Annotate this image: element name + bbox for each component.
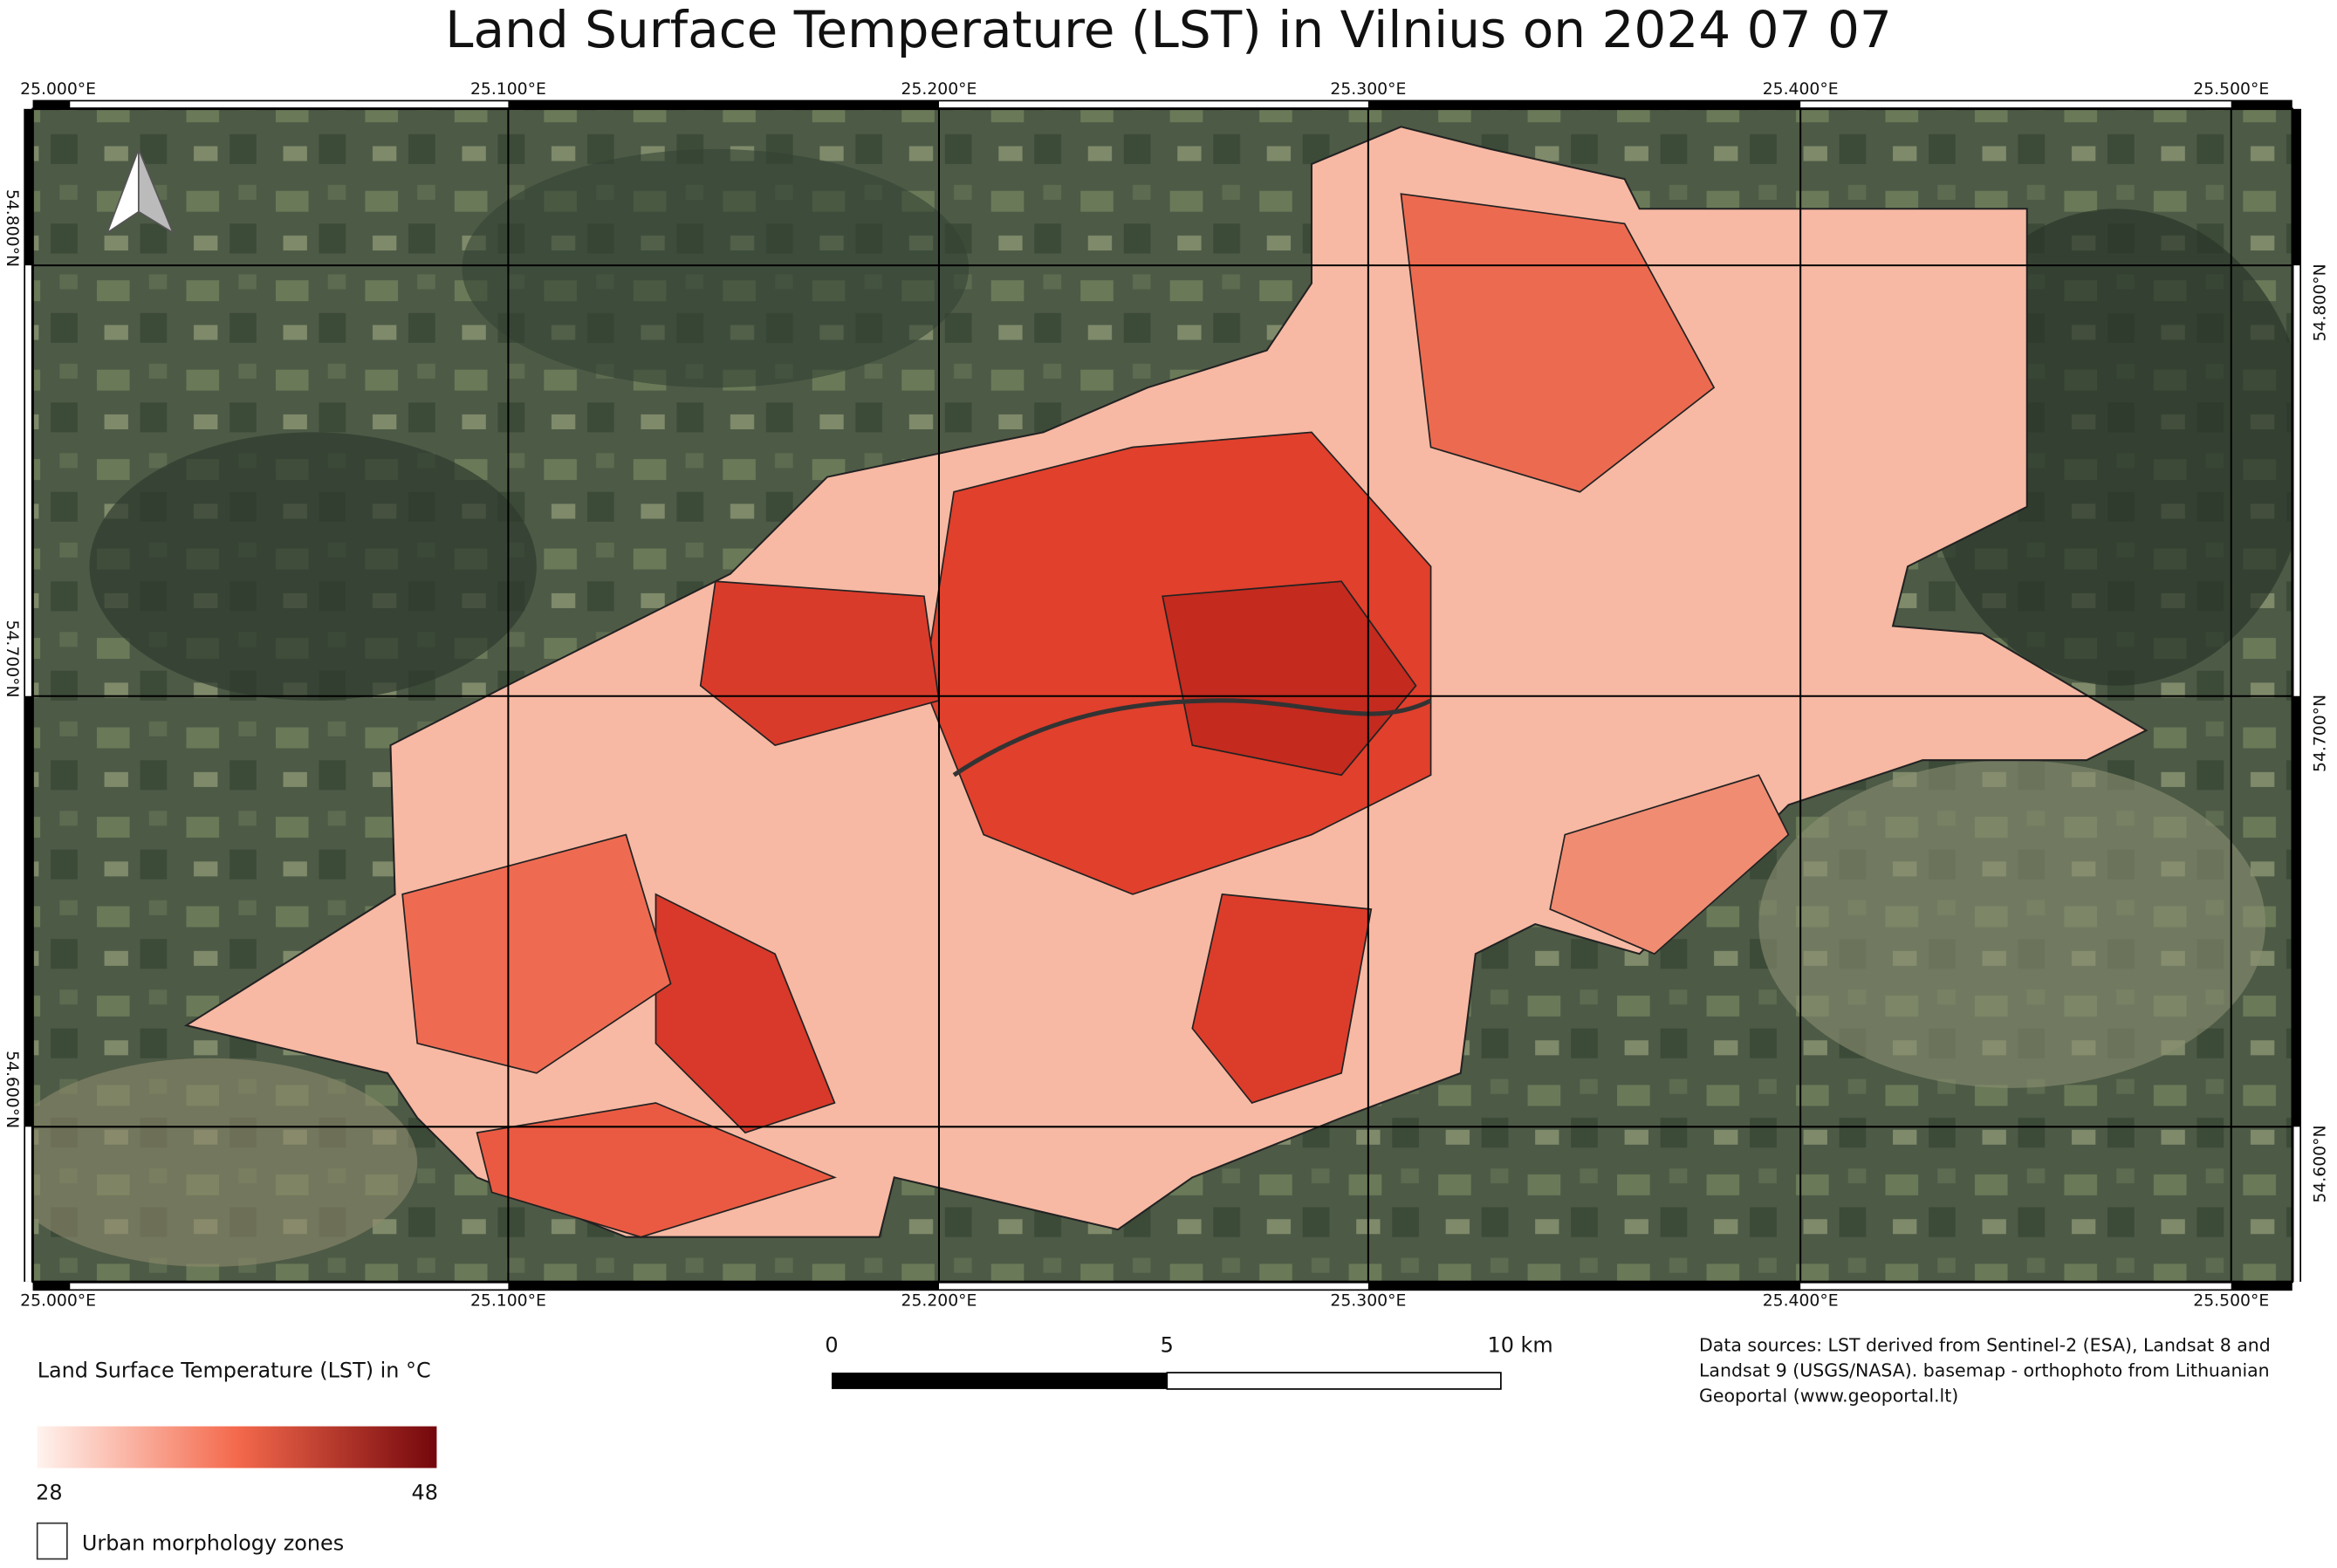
longitude-label: 25.400°E bbox=[1763, 1292, 1839, 1311]
map-body bbox=[32, 108, 2292, 1282]
scale-bar-dark bbox=[832, 1373, 1168, 1389]
latitude-label: 54.800°N bbox=[2312, 264, 2330, 341]
scale-bar-light bbox=[1166, 1372, 1502, 1390]
longitude-label: 25.000°E bbox=[20, 1292, 96, 1311]
hot-zone bbox=[699, 580, 940, 747]
latitude-label: 54.700°N bbox=[3, 620, 21, 697]
scale-label: 5 bbox=[1161, 1332, 1174, 1357]
legend-title: Land Surface Temperature (LST) in °C bbox=[38, 1358, 431, 1382]
fields bbox=[1758, 760, 2266, 1088]
latitude-label: 54.600°N bbox=[2312, 1125, 2330, 1202]
hot-zone bbox=[1162, 580, 1417, 777]
longitude-label: 25.400°E bbox=[1763, 80, 1839, 99]
color-ramp bbox=[37, 1426, 437, 1469]
latitude-label: 54.600°N bbox=[3, 1051, 21, 1128]
longitude-label: 25.300°E bbox=[1330, 80, 1406, 99]
longitude-label: 25.200°E bbox=[901, 80, 977, 99]
longitude-label: 25.500°E bbox=[2193, 1292, 2269, 1311]
latitude-label: 54.700°N bbox=[2312, 695, 2330, 772]
longitude-label: 25.100°E bbox=[470, 1292, 546, 1311]
scale-label: 10 km bbox=[1487, 1332, 1552, 1357]
warm-zone bbox=[1400, 193, 1716, 493]
fields bbox=[32, 1058, 418, 1267]
map-title: Land Surface Temperature (LST) in Vilniu… bbox=[445, 0, 1892, 59]
longitude-label: 25.500°E bbox=[2193, 80, 2269, 99]
forest bbox=[462, 148, 970, 388]
hot-zone bbox=[654, 893, 836, 1134]
sources-line: Landsat 9 (USGS/NASA). basemap - orthoph… bbox=[1699, 1359, 2270, 1380]
scale-label: 0 bbox=[825, 1332, 838, 1357]
longitude-label: 25.300°E bbox=[1330, 1292, 1406, 1311]
longitude-label: 25.000°E bbox=[20, 80, 96, 99]
frame-ticks-light bbox=[25, 101, 2300, 1290]
longitude-label: 25.200°E bbox=[901, 1292, 977, 1311]
north-arrow bbox=[106, 148, 175, 235]
longitude-label: 25.100°E bbox=[470, 80, 546, 99]
warm-zone bbox=[476, 1102, 837, 1238]
zones-swatch bbox=[36, 1522, 68, 1560]
ramp-max: 48 bbox=[412, 1480, 438, 1504]
forest bbox=[89, 432, 537, 701]
sources-line: Geoportal (www.geoportal.lt) bbox=[1699, 1385, 1958, 1406]
warm-zone bbox=[401, 833, 672, 1074]
ramp-min: 28 bbox=[36, 1480, 62, 1504]
hot-zone bbox=[1191, 893, 1373, 1104]
sources-line: Data sources: LST derived from Sentinel-… bbox=[1699, 1334, 2271, 1355]
latitude-label: 54.800°N bbox=[3, 189, 21, 267]
graticule bbox=[32, 108, 2292, 1282]
zones-label: Urban morphology zones bbox=[82, 1531, 344, 1556]
warm-zone bbox=[1549, 774, 1790, 955]
